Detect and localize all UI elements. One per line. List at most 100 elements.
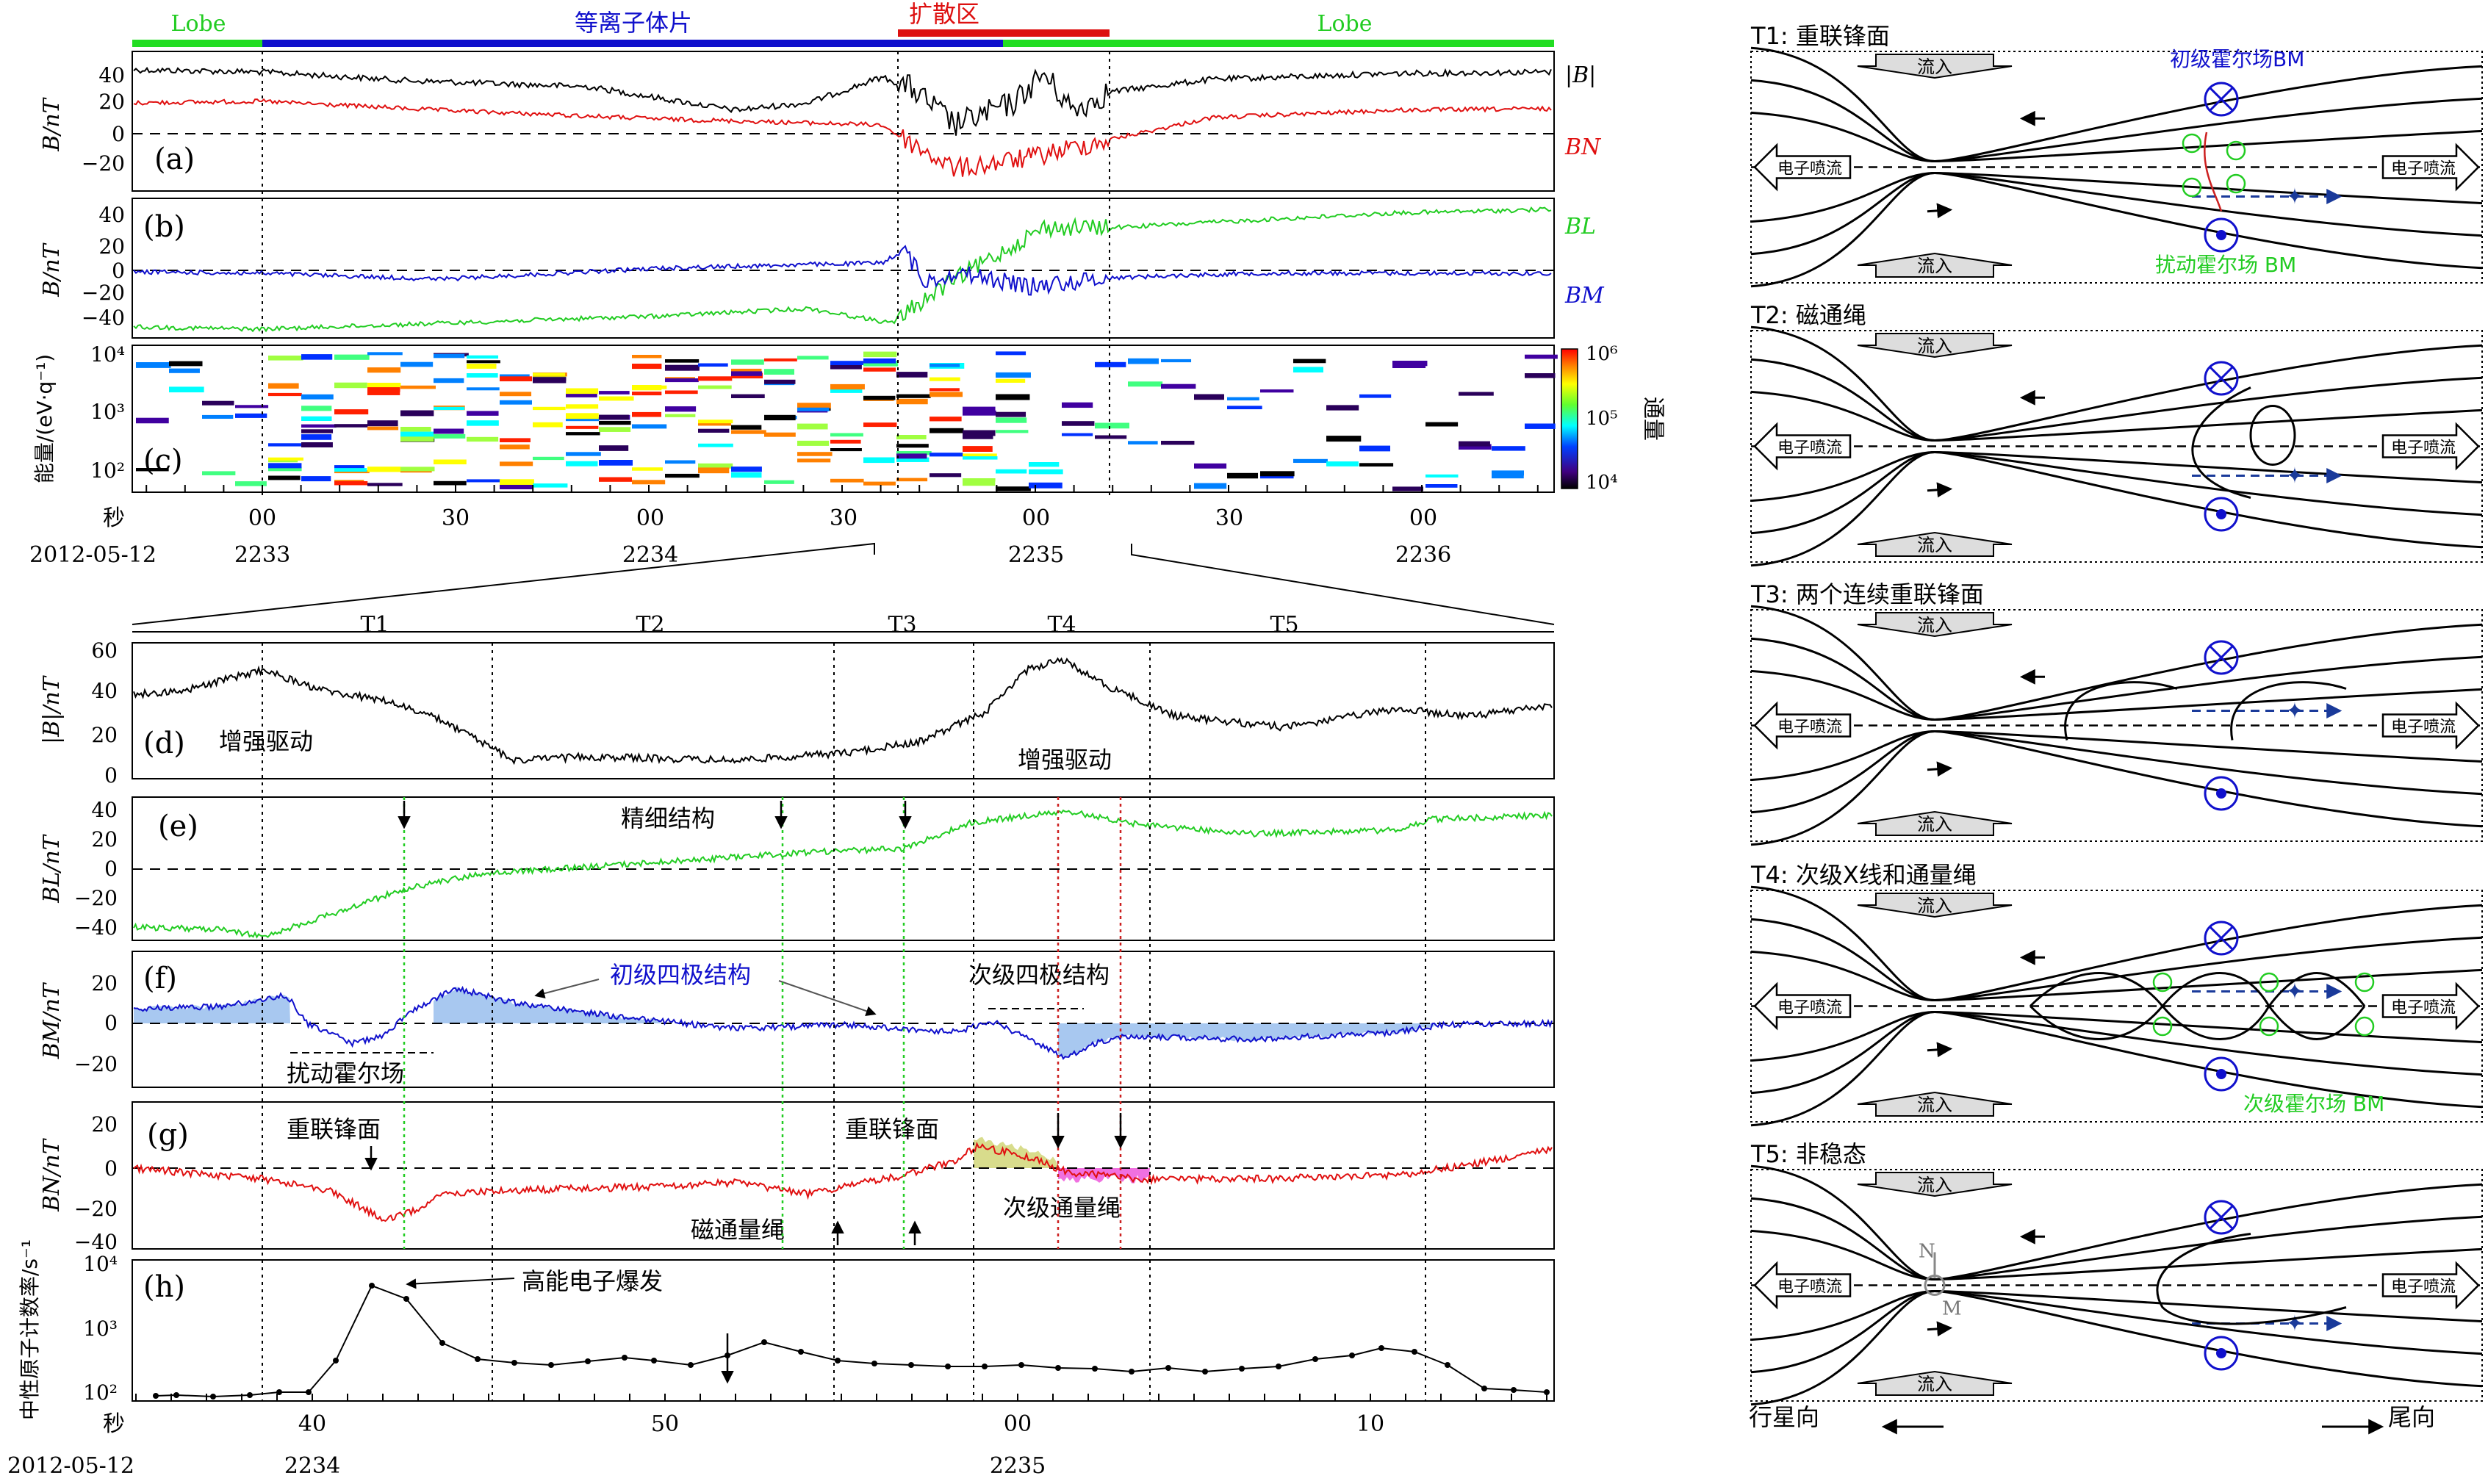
panel-e-ylabel: BL/nT [39,834,65,903]
ena-point [982,1364,988,1369]
interval-t1: T1 [360,612,389,638]
panel-a-ylabel: B/nT [39,97,65,151]
ena-point [798,1349,804,1355]
outflow-label: 电子喷流 [2391,160,2456,179]
ena-point [1312,1356,1318,1362]
legend-b-total: |B| [1565,62,1596,88]
tick-d-20: 20 [91,723,118,747]
panel-d-tag: (d) [143,727,185,760]
tick-b-0: 0 [112,259,125,283]
axis-m-label: M [1942,1298,1962,1320]
outflow-label: 电子喷流 [2391,439,2456,458]
tick-b-40: 40 [98,203,125,227]
ena-point [333,1358,339,1364]
ena-point [651,1358,657,1364]
interval-labels: T1 T2 T3 T4 T5 [132,612,1554,638]
inflow-label: 流入 [1917,336,1952,356]
top-hour-2235: 2235 [1008,542,1064,568]
label-disturbed-hall: 扰动霍尔场 BM [2155,253,2296,277]
interval-t3: T3 [888,612,916,638]
ena-point [1202,1369,1208,1375]
ena-point [439,1340,445,1346]
panel-b: (b) B/nT 40 20 0 −20 −40 BL BM [39,198,1605,339]
bottom-tick-00: 00 [1004,1411,1032,1437]
bottom-axis-date: 2012-05-12 [7,1453,134,1479]
panel-e: (e) BL/nT 40 20 0 −20 −40 精细结构 [39,796,1555,941]
top-axis-unit: 秒 [103,505,125,531]
panel-h-tag: (h) [143,1270,185,1304]
tick-h-1e2: 10² [83,1380,118,1405]
ena-point [511,1360,517,1366]
inflow-label: 流入 [1917,256,1952,276]
outflow-label: 电子喷流 [2391,999,2456,1017]
label-secondary-hall: 次级霍尔场 BM [2243,1092,2384,1116]
ena-point [761,1339,767,1345]
tick-a-40: 40 [98,63,125,87]
ena-point [306,1389,312,1395]
outflow-label: 电子喷流 [1777,1278,1842,1297]
svg-text:✦: ✦ [2285,464,2304,489]
tick-c-1e2: 10² [90,458,125,483]
panel-g: (g) BN/nT 20 0 −20 −40 重联锋面 重联锋面 磁通量绳 次级… [39,1101,1555,1254]
interval-t5: T5 [1270,612,1298,638]
panel-g-ylabel: BN/nT [39,1138,65,1212]
inflow-label: 流入 [1917,896,1952,916]
svg-text:✦: ✦ [2285,184,2304,210]
top-tick-30c: 30 [1215,505,1243,531]
tick-b-m20: −20 [82,281,125,305]
trace-bl-top [133,206,1552,333]
ena-point [835,1358,841,1364]
tick-b-20: 20 [98,234,125,259]
schematic-title: T4: 次级X线和通量绳 [1750,861,1977,889]
trace-bl [133,809,1553,939]
tick-f-m20: −20 [74,1052,118,1076]
bottom-tick-40: 40 [298,1411,326,1437]
outflow-label: 电子喷流 [1777,160,1842,179]
tick-f-0: 0 [104,1011,118,1035]
region-bars: Lobe 等离子体片 扩散区 Lobe [132,0,1554,47]
annot-disturbed-hall: 扰动霍尔场 [287,1059,404,1087]
panel-a: (a) B/nT 40 20 0 −20 |B| BN [39,51,1602,192]
ena-point [908,1362,914,1368]
top-time-axis: 秒 2012-05-12 00 30 00 30 00 30 00 2233 2… [29,505,1451,568]
tick-e-m40: −40 [74,915,118,940]
annot-enhanced-drive-1: 增强驱动 [219,727,313,755]
energy-spectrogram [136,351,1558,491]
trace-b-magnitude [133,657,1553,766]
annot-enhanced-drive-2: 增强驱动 [1018,746,1112,774]
panel-b-ylabel: B/nT [39,242,65,297]
ena-point [173,1392,179,1398]
ena-point [1544,1389,1550,1395]
top-tick-00c: 00 [1022,505,1050,531]
colorbar-tick-1e6: 10⁶ [1586,343,1618,365]
top-tick-00a: 00 [248,505,276,531]
ena-point [688,1362,694,1368]
panel-d: (d) |B|/nT 60 40 20 0 增强驱动 增强驱动 [39,638,1555,788]
annot-primary-quadrupole: 初级四极结构 [610,961,751,989]
trace-bm-top [133,245,1552,296]
tick-h-1e4: 10⁴ [83,1252,118,1276]
top-tick-00b: 00 [636,505,664,531]
bottom-hour-2235: 2235 [990,1453,1046,1479]
inflow-label: 流入 [1917,1095,1952,1115]
label-primary-hall: 初级霍尔场BM [2170,47,2304,71]
colorbar-title: 通量 [1640,397,1666,441]
annot-secondary-quadrupole: 次级四极结构 [968,961,1110,989]
ena-point [1481,1386,1487,1391]
zoom-lines [132,542,1555,625]
tick-g-m40: −40 [74,1230,118,1254]
inflow-label: 流入 [1917,615,1952,635]
svg-text:✦: ✦ [2285,1311,2304,1337]
schematic-title: T1: 重联锋面 [1750,22,1890,50]
tick-f-20: 20 [91,971,118,995]
schematic-title: T2: 磁通绳 [1750,301,1866,329]
annot-electron-burst: 高能电子爆发 [522,1267,663,1295]
axis-n-label: N [1919,1241,1935,1263]
outflow-label: 电子喷流 [2391,718,2456,737]
panel-f-tag: (f) [143,962,177,995]
ena-points [153,1283,1550,1400]
annot-secondary-flux-rope: 次级通量绳 [1003,1194,1121,1222]
bottom-time-axis: 秒 2012-05-12 40 50 00 10 2234 2235 [7,1411,1384,1479]
ena-point [1165,1365,1171,1371]
